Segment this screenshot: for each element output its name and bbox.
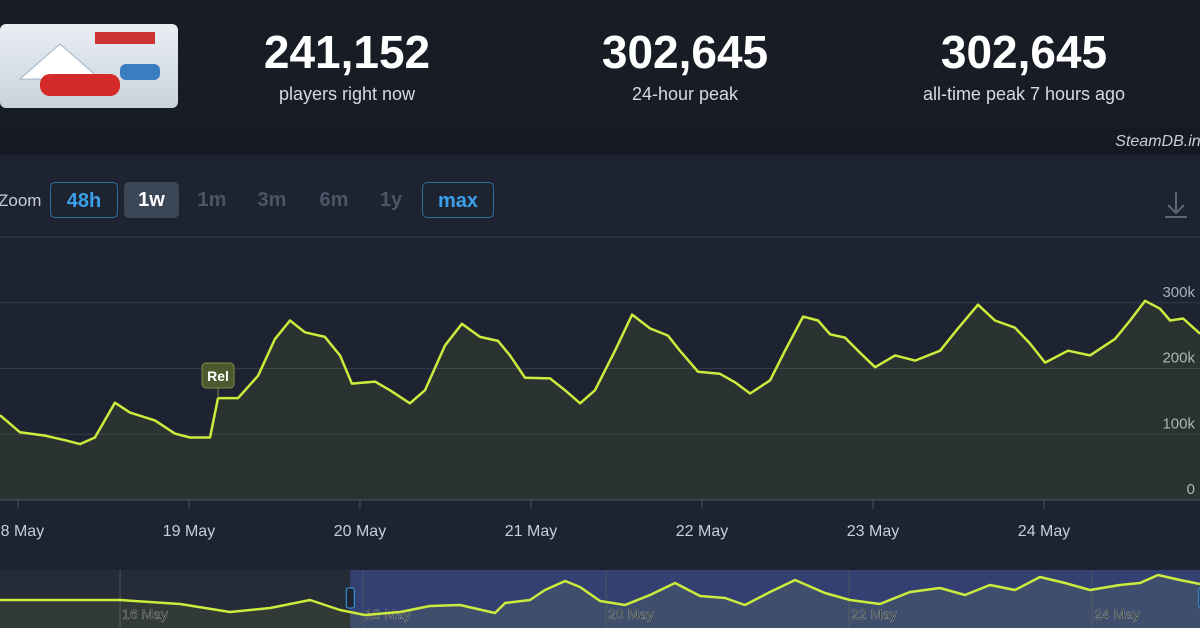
- site-credit[interactable]: SteamDB.info: [1115, 133, 1200, 150]
- stat: 302,645 24-hour peak: [515, 26, 855, 105]
- stat-label: 24-hour peak: [631, 84, 739, 104]
- stat-label: players right now: [278, 84, 416, 104]
- zoom-label: Zoom: [0, 191, 42, 210]
- x-tick-label: 19 May: [163, 523, 215, 540]
- y-tick-label: 100k: [1162, 415, 1195, 432]
- navigator-handle: [345, 587, 355, 609]
- stat-label: all-time peak 7 hours ago: [922, 84, 1126, 104]
- header: [0, 0, 1200, 128]
- zoom-button[interactable]: 1w: [124, 182, 179, 218]
- navigator-selection: [350, 570, 1200, 628]
- stat: 302,645 all-time peak 7 hours ago: [854, 26, 1194, 105]
- zoom-button[interactable]: 3m: [257, 189, 287, 211]
- y-tick-label: 200k: [1162, 350, 1195, 367]
- thumbnail-art: [18, 32, 160, 96]
- navigator-tick-label: 24 May: [1094, 606, 1140, 622]
- game-thumbnail[interactable]: [0, 24, 178, 108]
- y-tick-label: 0: [1187, 481, 1195, 498]
- x-tick-label: 21 May: [505, 523, 557, 540]
- zoom-button[interactable]: 1y: [379, 189, 403, 211]
- stat-value: 302,645: [601, 26, 769, 78]
- x-tick-label: 18 May: [0, 523, 44, 540]
- zoom-button[interactable]: max: [422, 182, 494, 218]
- x-tick-label: 24 May: [1018, 523, 1070, 540]
- zoom-button[interactable]: 6m: [319, 189, 349, 211]
- header-band: [0, 128, 1200, 155]
- line-area: [0, 300, 1200, 500]
- x-tick-label: 20 May: [334, 523, 386, 540]
- stat-value: 302,645: [940, 26, 1108, 78]
- annotation-box: [201, 362, 235, 389]
- zoom-button[interactable]: 1m: [197, 189, 227, 211]
- navigator-tick-label: 16 May: [122, 606, 168, 622]
- line: [0, 299, 1200, 446]
- zoom-button[interactable]: 48h: [50, 182, 118, 218]
- stat: 241,152 players right now: [177, 26, 517, 105]
- line: [0, 573, 1200, 617]
- x-tick-label: 22 May: [676, 523, 728, 540]
- navigator-tick-label: 20 May: [608, 606, 654, 622]
- annotation-label: Rel: [207, 368, 229, 384]
- stat-value: 241,152: [263, 26, 431, 78]
- x-tick-label: 23 May: [847, 523, 899, 540]
- y-tick-label: 300k: [1162, 284, 1195, 301]
- navigator-tick-label: 22 May: [851, 606, 897, 622]
- download-icon[interactable]: [1165, 192, 1187, 218]
